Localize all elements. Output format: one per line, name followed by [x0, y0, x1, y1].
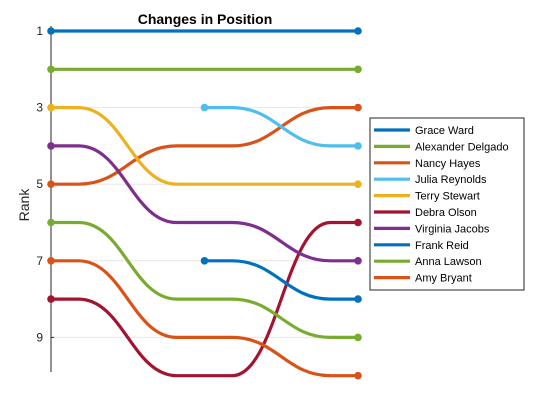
series-terry-stewart	[47, 103, 362, 188]
series-amy-bryant	[47, 257, 362, 380]
series-point-virginia-jacobs-start	[47, 142, 55, 150]
series-alexander-delgado	[47, 65, 362, 74]
series-point-terry-stewart-end	[354, 180, 362, 188]
series-point-anna-lawson-start	[47, 218, 55, 227]
series-point-alexander-delgado-end	[354, 65, 362, 74]
series-line-julia-reynolds	[202, 106, 360, 148]
legend-label-julia-reynolds: Julia Reynolds	[415, 174, 487, 186]
series-point-debra-olson-start	[47, 295, 55, 303]
series-point-anna-lawson-end	[354, 333, 362, 342]
series-julia-reynolds	[200, 103, 362, 150]
series-point-debra-olson-end	[354, 218, 362, 227]
series-point-julia-reynolds-end	[354, 142, 362, 150]
series-point-frank-reid-start	[200, 257, 209, 265]
y-tick-label-7: 7	[36, 254, 43, 268]
chart-title: Changes in Position	[138, 11, 273, 27]
series-point-terry-stewart-start	[47, 103, 55, 112]
legend-label-nancy-hayes: Nancy Hayes	[415, 158, 481, 170]
series-nancy-hayes	[47, 103, 362, 188]
series-lines	[47, 27, 362, 380]
series-line-nancy-hayes	[49, 106, 360, 186]
series-point-frank-reid-end	[354, 295, 362, 303]
series-point-virginia-jacobs-end	[354, 257, 362, 265]
y-tick-label-1: 1	[36, 24, 43, 38]
series-point-nancy-hayes-end	[354, 103, 362, 112]
y-axis-label: Rank	[16, 188, 32, 222]
series-point-amy-bryant-end	[354, 371, 362, 380]
series-point-julia-reynolds-start	[200, 103, 209, 112]
series-line-frank-reid	[202, 259, 360, 301]
legend-label-grace-ward: Grace Ward	[415, 125, 474, 137]
legend: Grace Ward Alexander Delgado Nancy Hayes Ju…	[369, 117, 525, 291]
series-line-anna-lawson	[49, 220, 360, 339]
series-point-alexander-delgado-start	[47, 65, 55, 74]
series-virginia-jacobs	[47, 142, 362, 265]
legend-label-terry-stewart: Terry Stewart	[415, 191, 480, 203]
y-tick-label-5: 5	[36, 177, 43, 191]
legend-label-anna-lawson: Anna Lawson	[415, 256, 482, 268]
series-grace-ward	[47, 27, 362, 35]
legend-label-debra-olson: Debra Olson	[415, 207, 477, 219]
series-point-grace-ward-start	[47, 27, 55, 35]
series-line-virginia-jacobs	[49, 144, 360, 263]
series-point-nancy-hayes-start	[47, 180, 55, 188]
y-tick-label-9: 9	[36, 330, 43, 344]
legend-label-amy-bryant: Amy Bryant	[415, 273, 472, 285]
legend-label-frank-reid: Frank Reid	[415, 240, 469, 252]
legend-label-virginia-jacobs: Virginia Jacobs	[415, 223, 490, 235]
y-tick-label-3: 3	[36, 101, 43, 115]
series-debra-olson	[47, 218, 362, 378]
series-line-debra-olson	[49, 220, 360, 378]
series-line-terry-stewart	[49, 106, 360, 186]
series-line-amy-bryant	[49, 259, 360, 378]
series-frank-reid	[200, 257, 362, 303]
series-point-grace-ward-end	[354, 27, 362, 35]
legend-label-alexander-delgado: Alexander Delgado	[415, 141, 509, 153]
series-point-amy-bryant-start	[47, 257, 55, 265]
series-anna-lawson	[47, 218, 362, 342]
